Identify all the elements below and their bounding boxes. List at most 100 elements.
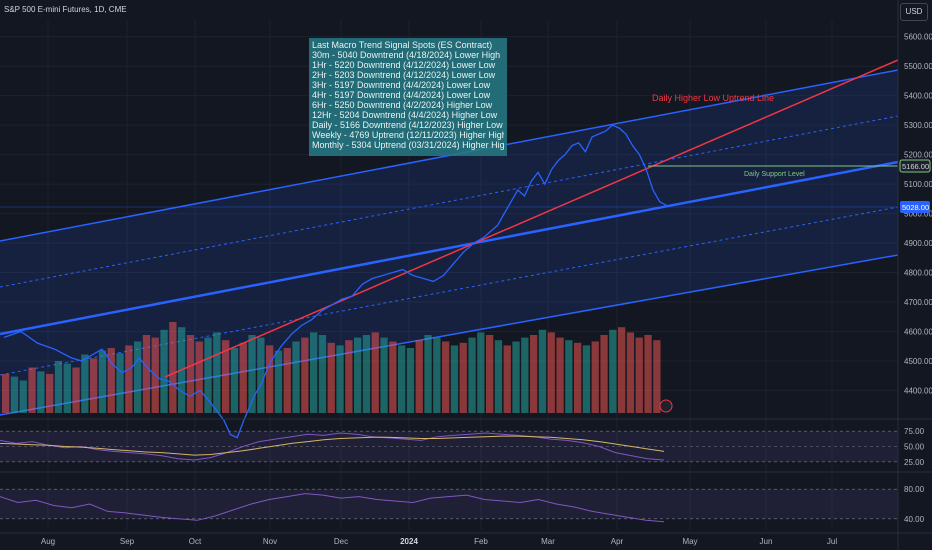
volume-bar: [257, 337, 265, 413]
signal-line: 3Hr - 5197 Downtrend (4/4/2024) Lower Lo…: [312, 80, 491, 90]
rsi2-pane: 80.00 40.00: [0, 485, 925, 524]
price-series-line: [3, 124, 667, 439]
volume-bar: [10, 376, 19, 413]
volume-bar: [310, 332, 318, 413]
rsi2-band: [0, 489, 898, 519]
volume-bar: [574, 342, 582, 413]
volume-bar: [142, 335, 151, 413]
volume-bar: [90, 358, 98, 413]
signal-line: 30m - 5040 Downtrend (4/18/2024) Lower H…: [312, 50, 501, 60]
time-tick-label: Aug: [41, 537, 55, 546]
price-tick-label: 4600.00: [904, 327, 932, 336]
rsi2-tick-label: 40.00: [904, 515, 925, 524]
volume-bar: [398, 345, 406, 413]
volume-bar: [19, 380, 27, 413]
volume-bar: [98, 350, 107, 413]
volume-bar: [415, 340, 423, 413]
volume-bar: [406, 348, 415, 413]
signal-line: Daily - 5166 Downtrend (4/12/2023) Highe…: [312, 120, 503, 130]
time-tick-label: May: [682, 537, 697, 546]
volume-bar: [354, 337, 362, 413]
support-level-label: Daily Support Level: [744, 171, 805, 178]
volume-bar: [28, 367, 36, 413]
volume-bar: [512, 341, 520, 413]
volume-bar: [362, 335, 371, 413]
volume-bar: [618, 327, 626, 413]
volume-bar: [195, 341, 203, 413]
signal-line: 1Hr - 5220 Downtrend (4/12/2024) Lower L…: [312, 60, 496, 70]
rsi2-line: [0, 493, 665, 523]
volume-bar: [222, 340, 230, 413]
rsi1-ma-line: [0, 435, 665, 456]
rsi1-tick-label: 75.00: [904, 427, 925, 436]
price-tick-label: 5300.00: [904, 121, 932, 130]
signal-box-title: Last Macro Trend Signal Spots (ES Contra…: [312, 40, 493, 50]
volume-bar: [327, 342, 335, 413]
volume-bar: [450, 345, 459, 413]
volume-bar: [134, 341, 142, 413]
price-tag-bg: [900, 201, 930, 213]
price-tick-label: 5400.00: [904, 92, 932, 101]
volume-bar: [213, 332, 221, 413]
volume-bar: [521, 337, 529, 413]
time-tick-label: Jun: [760, 537, 773, 546]
signal-line: 4Hr - 5197 Downtrend (4/4/2024) Lower Lo…: [312, 90, 491, 100]
time-axis: Aug Sep Oct Nov Dec 2024 Feb Mar Apr May Jun Jul: [41, 537, 837, 546]
chart-symbol-title: S&P 500 E-mini Futures, 1D, CME: [4, 5, 127, 14]
volume-bar: [107, 348, 115, 413]
channel-fill: [0, 70, 898, 415]
volume-bar: [230, 348, 239, 413]
volume-bar: [433, 337, 441, 413]
volume-bar: [266, 345, 274, 413]
volume-bar: [626, 332, 635, 413]
volume-bar: [503, 345, 511, 413]
volume-bar: [477, 332, 485, 413]
volume-bar: [248, 335, 256, 413]
volume-bar: [169, 322, 177, 413]
volume-bar: [160, 329, 168, 413]
price-tick-label: 4500.00: [904, 357, 932, 366]
time-tick-label: Oct: [189, 537, 202, 546]
price-axis: 4400.00 4500.00 4600.00 4700.00 4800.00 4900.…: [899, 33, 932, 395]
volume-bar: [565, 340, 573, 413]
volume-bar: [635, 337, 643, 413]
signal-line: 12Hr - 5204 Downtrend (4/4/2024) Higher …: [312, 110, 498, 120]
price-tick-label: 4700.00: [904, 298, 932, 307]
volume-bar: [459, 342, 467, 413]
volume-bar: [371, 332, 379, 413]
currency-button[interactable]: USD: [900, 3, 928, 21]
price-tick-label: 5600.00: [904, 33, 932, 42]
signal-box: Last Macro Trend Signal Spots (ES Contra…: [309, 38, 507, 156]
volume-bar: [116, 353, 124, 413]
signal-line: Monthly - 5304 Uptrend (03/31/2024) High…: [312, 140, 504, 150]
uptrend-line: [164, 59, 899, 378]
volume-bar: [486, 335, 494, 413]
volume-bar: [301, 337, 309, 413]
price-tick-label: 4900.00: [904, 239, 932, 248]
regression-channel: [0, 69, 899, 416]
price-tick-label: 5000.00: [904, 210, 932, 219]
time-tick-label: Apr: [611, 537, 624, 546]
volume-bar: [63, 363, 71, 413]
rsi1-tick-label: 25.00: [904, 458, 925, 467]
price-tag-label: 5028.00: [902, 203, 929, 212]
volume-bar: [494, 340, 503, 413]
volume-bar: [424, 335, 432, 413]
volume-bar: [468, 337, 476, 413]
volume-bar: [318, 335, 327, 413]
volume-bar: [600, 335, 608, 413]
volume-bar: [186, 335, 195, 413]
volume-bar: [2, 374, 10, 413]
volume-bar: [345, 340, 353, 413]
rsi2-tick-label: 80.00: [904, 485, 925, 494]
price-tick-label: 4400.00: [904, 386, 932, 395]
price-tick-label: 4800.00: [904, 269, 932, 278]
time-tick-label: Jul: [827, 537, 837, 546]
volume-bar: [380, 337, 388, 413]
rsi1-line: [0, 432, 665, 461]
price-tag-label: 5166.00: [902, 162, 929, 171]
time-tick-label: Sep: [120, 537, 135, 546]
volume-bar: [547, 332, 555, 413]
volume-bar: [204, 337, 212, 413]
rsi1-tick-label: 50.00: [904, 443, 925, 452]
